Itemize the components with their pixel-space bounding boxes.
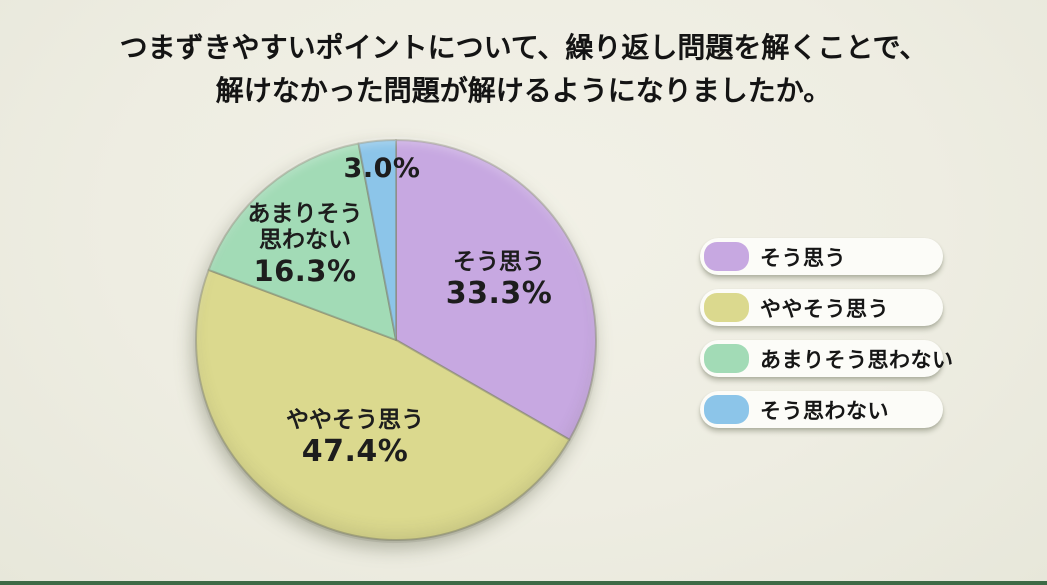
legend-item-amari-sou-omowanai: あまりそう思わない: [700, 340, 953, 377]
pie-slice-0: [395, 139, 597, 441]
legend-label: あまりそう思わない: [760, 347, 954, 372]
slice-label-text: ややそう思う: [286, 407, 424, 433]
bottom-accent-bar: [0, 581, 1047, 585]
legend-swatch: [704, 293, 749, 322]
legend-item-sou-omowanai: そう思わない: [700, 391, 943, 428]
legend-item-yaya-sou-omou: ややそう思う: [700, 289, 943, 326]
slice-label-amari-sou-omowanai: あまりそう 思わない 16.3%: [248, 201, 363, 288]
pie-slice-1: [195, 268, 571, 541]
legend-swatch: [704, 395, 749, 424]
legend-swatch: [704, 242, 749, 271]
slice-label-text: 思わない: [259, 227, 351, 253]
slice-label-percent: 3.0%: [343, 153, 421, 184]
slice-label-percent: 47.4%: [301, 434, 409, 469]
legend-label: そう思わない: [760, 398, 889, 423]
legend-item-sou-omou: そう思う: [700, 238, 943, 275]
slice-label-yaya-sou-omou: ややそう思う 47.4%: [286, 407, 424, 468]
slice-label-percent: 33.3%: [445, 276, 553, 311]
chart-title: つまずきやすいポイントについて、繰り返し問題を解くことで、 解けなかった問題が解…: [0, 26, 1047, 112]
legend-label: そう思う: [760, 245, 846, 270]
legend-swatch: [704, 344, 749, 373]
pie-chart-svg: [195, 139, 597, 541]
legend-label: ややそう思う: [760, 296, 889, 321]
slice-label-text: あまりそう: [247, 201, 363, 227]
legend: そう思う ややそう思う あまりそう思わない そう思わない: [700, 238, 953, 428]
slice-label-percent: 16.3%: [253, 254, 357, 288]
pie-chart: そう思う 33.3% ややそう思う 47.4% あまりそう 思わない 16.3%…: [193, 137, 599, 543]
slice-label-sou-omou: そう思う 33.3%: [446, 249, 553, 310]
slice-label-sou-omowanai: 3.0%: [344, 150, 421, 185]
pie-slice-2: [207, 142, 397, 341]
chart-title-line2: 解けなかった問題が解けるようになりましたか。: [215, 74, 832, 107]
chart-title-line1: つまずきやすいポイントについて、繰り返し問題を解くことで、: [119, 31, 928, 64]
slice-label-text: そう思う: [452, 249, 545, 275]
pie-slice-3: [357, 139, 397, 341]
